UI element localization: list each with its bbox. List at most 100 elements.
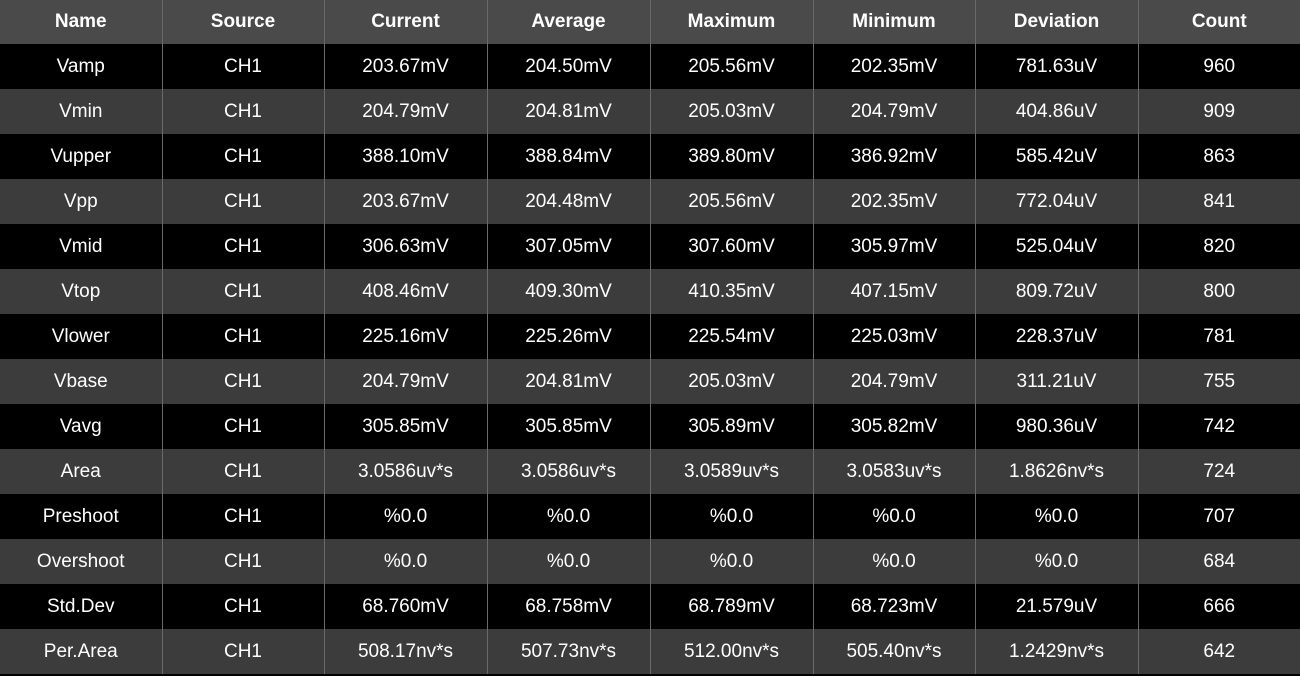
- cell-source: CH1: [162, 314, 325, 359]
- cell-average: 409.30mV: [487, 269, 651, 314]
- column-header-source[interactable]: Source: [162, 0, 325, 44]
- cell-source: CH1: [162, 134, 325, 179]
- column-header-deviation[interactable]: Deviation: [975, 0, 1139, 44]
- cell-source: CH1: [162, 584, 325, 629]
- cell-average: 305.85mV: [487, 404, 651, 449]
- cell-minimum: 3.0583uv*s: [813, 449, 976, 494]
- cell-minimum: %0.0: [813, 494, 976, 539]
- cell-current: 204.79mV: [324, 89, 488, 134]
- cell-average: 204.81mV: [487, 359, 651, 404]
- cell-current: 408.46mV: [324, 269, 488, 314]
- cell-average: %0.0: [487, 494, 651, 539]
- cell-deviation: 585.42uV: [975, 134, 1139, 179]
- cell-average: 307.05mV: [487, 224, 651, 269]
- cell-name: Vbase: [0, 359, 163, 404]
- column-header-count[interactable]: Count: [1191, 11, 1247, 32]
- cell-count: 642: [1203, 640, 1236, 662]
- cell-average: 3.0586uv*s: [487, 449, 651, 494]
- table-row[interactable]: Std.Dev CH1 68.760mV 68.758mV 68.789mV 68.723…: [0, 584, 1300, 629]
- cell-source: CH1: [162, 449, 325, 494]
- cell-count: 820: [1203, 235, 1236, 257]
- cell-name: Vamp: [0, 44, 163, 89]
- table-row[interactable]: Area CH1 3.0586uv*s 3.0586uv*s 3.0589uv*s 3.0…: [0, 449, 1300, 494]
- table-row[interactable]: Overshoot CH1 %0.0 %0.0 %0.0 %0.0 %0.0 684: [0, 539, 1300, 584]
- cell-source: CH1: [162, 539, 325, 584]
- cell-minimum: 204.79mV: [813, 359, 976, 404]
- column-header-current[interactable]: Current: [324, 0, 488, 44]
- table-row[interactable]: Vamp CH1 203.67mV 204.50mV 205.56mV 202.35mV 7…: [0, 44, 1300, 89]
- cell-minimum: 386.92mV: [813, 134, 976, 179]
- cell-current: 203.67mV: [324, 44, 488, 89]
- cell-average: 204.48mV: [487, 179, 651, 224]
- cell-count: 800: [1203, 280, 1236, 302]
- cell-source: CH1: [162, 629, 325, 674]
- table-row[interactable]: Vbase CH1 204.79mV 204.81mV 205.03mV 204.79mV…: [0, 359, 1300, 404]
- cell-count: 742: [1203, 415, 1236, 437]
- cell-count: 781: [1203, 325, 1236, 347]
- column-header-minimum[interactable]: Minimum: [813, 0, 976, 44]
- cell-maximum: 389.80mV: [650, 134, 814, 179]
- table-row[interactable]: Vlower CH1 225.16mV 225.26mV 225.54mV 225.03m…: [0, 314, 1300, 359]
- cell-source: CH1: [162, 404, 325, 449]
- cell-average: 68.758mV: [487, 584, 651, 629]
- cell-minimum: 204.79mV: [813, 89, 976, 134]
- cell-minimum: 68.723mV: [813, 584, 976, 629]
- cell-maximum: 205.56mV: [650, 44, 814, 89]
- cell-current: 68.760mV: [324, 584, 488, 629]
- cell-maximum: %0.0: [650, 539, 814, 584]
- cell-name: Overshoot: [0, 539, 163, 584]
- cell-count: 724: [1203, 460, 1236, 482]
- cell-deviation: 228.37uV: [975, 314, 1139, 359]
- cell-minimum: 505.40nv*s: [813, 629, 976, 674]
- cell-current: 508.17nv*s: [324, 629, 488, 674]
- cell-average: 388.84mV: [487, 134, 651, 179]
- cell-count: 863: [1203, 145, 1236, 167]
- cell-maximum: 205.56mV: [650, 179, 814, 224]
- cell-name: Area: [0, 449, 163, 494]
- column-header-maximum[interactable]: Maximum: [650, 0, 814, 44]
- cell-count: 960: [1203, 55, 1236, 77]
- cell-name: Vpp: [0, 179, 163, 224]
- cell-deviation: 21.579uV: [975, 584, 1139, 629]
- cell-name: Vmin: [0, 89, 163, 134]
- cell-name: Preshoot: [0, 494, 163, 539]
- cell-count: 666: [1203, 595, 1236, 617]
- cell-maximum: 225.54mV: [650, 314, 814, 359]
- cell-deviation: 1.8626nv*s: [975, 449, 1139, 494]
- cell-minimum: %0.0: [813, 539, 976, 584]
- cell-maximum: 3.0589uv*s: [650, 449, 814, 494]
- cell-deviation: %0.0: [975, 539, 1139, 584]
- column-header-name[interactable]: Name: [0, 0, 163, 44]
- cell-current: 203.67mV: [324, 179, 488, 224]
- cell-average: 507.73nv*s: [487, 629, 651, 674]
- table-row[interactable]: Vmin CH1 204.79mV 204.81mV 205.03mV 204.79mV 4…: [0, 89, 1300, 134]
- cell-minimum: 202.35mV: [813, 44, 976, 89]
- table-row[interactable]: Vpp CH1 203.67mV 204.48mV 205.56mV 202.35mV 77…: [0, 179, 1300, 224]
- cell-deviation: %0.0: [975, 494, 1139, 539]
- cell-maximum: 68.789mV: [650, 584, 814, 629]
- cell-source: CH1: [162, 179, 325, 224]
- table-body: Vamp CH1 203.67mV 204.50mV 205.56mV 202.35mV 7…: [0, 44, 1300, 674]
- cell-minimum: 225.03mV: [813, 314, 976, 359]
- cell-maximum: 205.03mV: [650, 89, 814, 134]
- column-header-average[interactable]: Average: [487, 0, 651, 44]
- table-row[interactable]: Preshoot CH1 %0.0 %0.0 %0.0 %0.0 %0.0 707: [0, 494, 1300, 539]
- table-header-row: Name Source Current Average Maximum Mini…: [0, 0, 1300, 44]
- cell-source: CH1: [162, 89, 325, 134]
- cell-current: %0.0: [324, 494, 488, 539]
- cell-count: 841: [1203, 190, 1236, 212]
- table-row[interactable]: Vmid CH1 306.63mV 307.05mV 307.60mV 305.97mV 5…: [0, 224, 1300, 269]
- table-row[interactable]: Vavg CH1 305.85mV 305.85mV 305.89mV 305.82mV 9…: [0, 404, 1300, 449]
- cell-average: 204.50mV: [487, 44, 651, 89]
- cell-deviation: 1.2429nv*s: [975, 629, 1139, 674]
- cell-current: 204.79mV: [324, 359, 488, 404]
- cell-deviation: 980.36uV: [975, 404, 1139, 449]
- table-row[interactable]: Vtop CH1 408.46mV 409.30mV 410.35mV 407.15mV 8…: [0, 269, 1300, 314]
- cell-name: Vtop: [0, 269, 163, 314]
- cell-name: Vavg: [0, 404, 163, 449]
- cell-maximum: %0.0: [650, 494, 814, 539]
- cell-average: %0.0: [487, 539, 651, 584]
- table-row[interactable]: Vupper CH1 388.10mV 388.84mV 389.80mV 386.92m…: [0, 134, 1300, 179]
- table-row[interactable]: Per.Area CH1 508.17nv*s 507.73nv*s 512.00nv*…: [0, 629, 1300, 674]
